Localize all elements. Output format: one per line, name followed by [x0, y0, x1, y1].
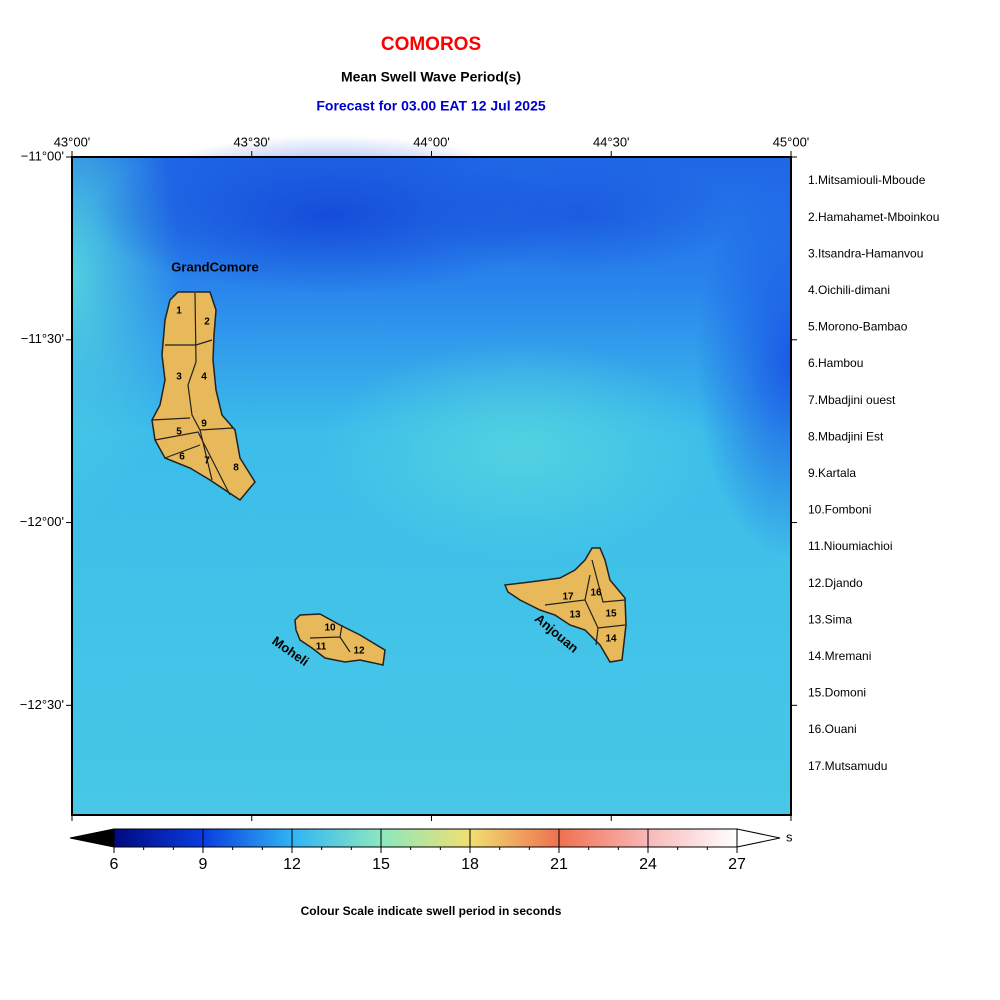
colorbar-label: 15	[372, 856, 390, 873]
legend-entry: 4.Oichili-dimani	[808, 283, 890, 297]
legend-entry: 8.Mbadjini Est	[808, 429, 884, 443]
region-number: 14	[605, 634, 617, 645]
lon-label: 44°30'	[593, 134, 630, 149]
forecast: Forecast for 03.00 EAT 12 Jul 2025	[316, 98, 546, 114]
colorbar-label: 27	[728, 856, 746, 873]
legend-entry: 2.Hamahamet-Mboinkou	[808, 210, 939, 224]
region-number: 8	[233, 463, 239, 474]
colorbar-caption: Colour Scale indicate swell period in se…	[301, 904, 562, 918]
colorbar-high	[736, 828, 781, 848]
legend-entry: 17.Mutsamudu	[808, 759, 887, 773]
region-number: 10	[324, 623, 336, 634]
region-number: 16	[590, 588, 602, 599]
region-number: 2	[204, 317, 210, 328]
anjouan	[503, 547, 627, 663]
region-number: 5	[176, 427, 182, 438]
legend-entry: 15.Domoni	[808, 686, 866, 700]
legend-entry: 11.Nioumiachioi	[808, 539, 893, 553]
lat-label: −11°00'	[21, 148, 64, 163]
colorbar-low	[69, 828, 115, 848]
lat-label: −11°30'	[21, 331, 64, 346]
colorbar-unit: s	[786, 829, 793, 844]
legend-entry: 5.Morono-Bambao	[808, 320, 908, 334]
region-number: 13	[569, 610, 581, 621]
colorbar-label: 6	[110, 856, 119, 873]
legend-entry: 10.Fomboni	[808, 503, 871, 517]
map-field	[72, 135, 791, 815]
island-name: GrandComore	[171, 259, 258, 274]
colorbar-label: 21	[550, 856, 568, 873]
legend-entry: 12.Djando	[808, 576, 863, 590]
lat-label: −12°00'	[20, 514, 64, 529]
colorbar-label: 9	[199, 856, 208, 873]
region-number: 4	[201, 372, 207, 383]
lat-label: −12°30'	[20, 697, 64, 712]
region-number: 12	[353, 646, 365, 657]
lon-label: 43°30'	[233, 134, 270, 149]
colorbar-label: 18	[461, 856, 479, 873]
legend-entry: 7.Mbadjini ouest	[808, 393, 896, 407]
region-number: 11	[316, 642, 327, 653]
region-number: 1	[176, 306, 182, 317]
colorbar	[113, 828, 738, 848]
region-number: 17	[562, 592, 574, 603]
lon-label: 45°00'	[773, 134, 810, 149]
legend-entry: 13.Sima	[808, 612, 852, 626]
region-number: 7	[204, 456, 210, 467]
legend-entry: 3.Itsandra-Hamanvou	[808, 246, 923, 260]
moheli	[294, 613, 386, 666]
legend-entry: 16.Ouani	[808, 722, 857, 736]
region-number: 6	[179, 452, 185, 463]
title: COMOROS	[381, 34, 481, 55]
colorbar-label: 24	[639, 856, 657, 873]
colorbar-label: 12	[283, 856, 301, 873]
legend-entry: 14.Mremani	[808, 649, 871, 663]
legend-entry: 1.Mitsamiouli-Mboude	[808, 173, 926, 187]
region-number: 3	[176, 372, 182, 383]
lon-label: 44°00'	[413, 134, 450, 149]
region-number: 15	[605, 609, 617, 620]
subtitle: Mean Swell Wave Period(s)	[341, 69, 521, 85]
region-number: 9	[201, 419, 207, 430]
grand-comore	[151, 291, 256, 501]
legend-entry: 9.Kartala	[808, 466, 856, 480]
legend-entry: 6.Hambou	[808, 356, 863, 370]
lon-label: 43°00'	[54, 134, 91, 149]
